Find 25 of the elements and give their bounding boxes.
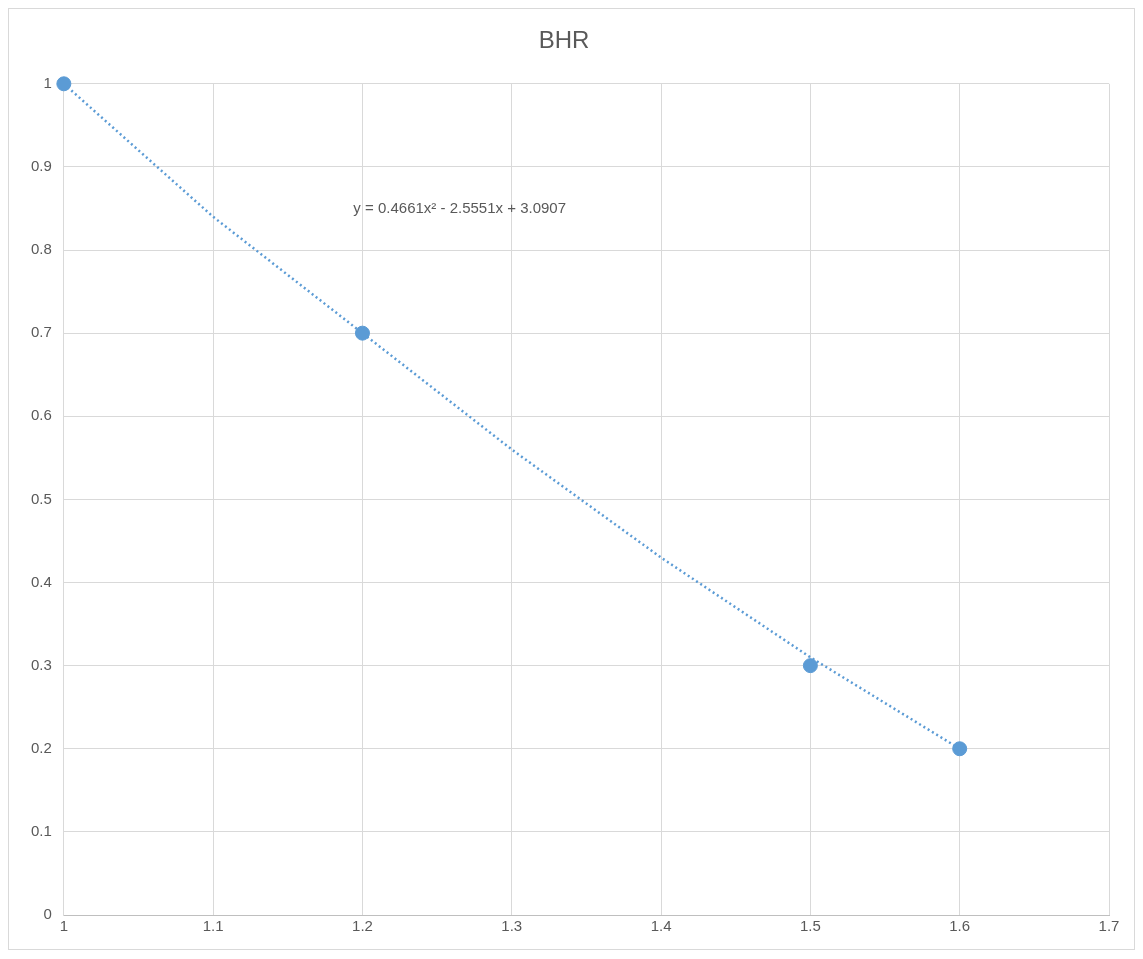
point xyxy=(802,658,818,674)
point xyxy=(952,741,968,757)
y-tick-label: 0.8 xyxy=(30,240,52,258)
annotation: y = 0.4661x² - 2.5551x + 3.0907 xyxy=(353,199,567,217)
y-tick-label: 1 xyxy=(43,73,52,91)
y-tick-label: 0.1 xyxy=(30,822,52,840)
point xyxy=(56,76,72,92)
y-tick-label: 0.6 xyxy=(30,406,52,424)
x-tick-label: 1 xyxy=(59,917,69,935)
x-tick-label: 1.3 xyxy=(501,917,523,935)
y-tick-label: 0 xyxy=(43,905,52,923)
chart-title: BHR xyxy=(538,26,590,54)
y-tick-label: 0.2 xyxy=(30,738,52,756)
x-tick-label: 1.4 xyxy=(650,917,672,935)
x-tick-label: 1.2 xyxy=(352,917,373,935)
x-tick-label: 1.6 xyxy=(949,917,971,935)
x-tick-label: 1.5 xyxy=(799,917,821,935)
y-tick-label: 0.5 xyxy=(30,489,52,507)
point xyxy=(354,325,370,341)
y-tick-label: 0.3 xyxy=(30,655,52,673)
x-tick-label: 1.7 xyxy=(1098,917,1120,935)
x-tick-label: 1.1 xyxy=(202,917,224,935)
y-tick-label: 0.9 xyxy=(30,157,52,175)
y-tick-label: 0.4 xyxy=(30,572,52,590)
y-tick-label: 0.7 xyxy=(30,323,52,341)
